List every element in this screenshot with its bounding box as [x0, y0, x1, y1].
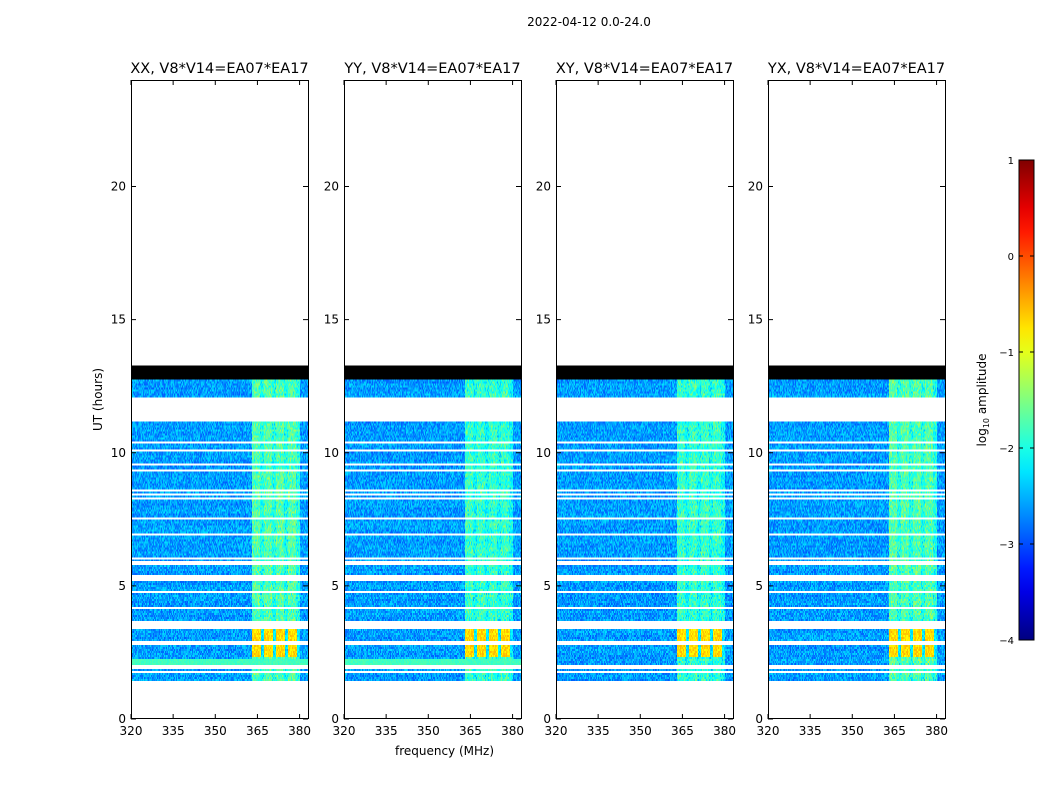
- y-tick-label: 0: [331, 712, 339, 726]
- colorbar-tick-label: −2: [999, 444, 1014, 455]
- x-tick-label: 380: [288, 724, 311, 738]
- panel-3: XY, V8*V14=EA07*EA17 320 335 350 365 380 0 5 10 1…: [536, 61, 736, 738]
- y-tick-label: 10: [324, 446, 339, 460]
- x-tick-label: 350: [204, 724, 227, 738]
- x-tick-label: 335: [375, 724, 398, 738]
- panel-frame: [556, 80, 734, 719]
- y-tick-label: 20: [536, 180, 551, 194]
- figure-suptitle: 2022-04-12 0.0-24.0: [527, 15, 651, 29]
- y-tick-label: 0: [543, 712, 551, 726]
- panel-title: YX, V8*V14=EA07*EA17: [767, 61, 945, 77]
- panel-title: XX, V8*V14=EA07*EA17: [130, 61, 308, 77]
- panel-4: YX, V8*V14=EA07*EA17 320 335 350 365 380 0 5 10 1…: [748, 61, 948, 738]
- x-tick-label: 380: [501, 724, 524, 738]
- y-axis-label: UT (hours): [91, 368, 105, 431]
- y-tick-label: 0: [118, 712, 126, 726]
- colorbar-tick-label: −4: [999, 636, 1014, 647]
- y-tick-label: 15: [324, 313, 339, 327]
- y-tick-label: 0: [755, 712, 763, 726]
- panels-group: XX, V8*V14=EA07*EA17 320 335 350 365 380 0 5 10 1…: [91, 61, 948, 758]
- panel-frame: [768, 80, 946, 719]
- spectrogram-image: [131, 80, 308, 719]
- y-tick-label: 15: [748, 313, 763, 327]
- y-tick-label: 10: [748, 446, 763, 460]
- x-tick-label: 320: [120, 724, 143, 738]
- x-tick-label: 350: [629, 724, 652, 738]
- y-tick-label: 10: [536, 446, 551, 460]
- panel-frame: [131, 80, 309, 719]
- panel-2: YY, V8*V14=EA07*EA17 320 335 350 365 380 0 5 10 1…: [324, 61, 524, 758]
- y-tick-label: 20: [748, 180, 763, 194]
- x-tick-label: 350: [417, 724, 440, 738]
- panel-title: XY, V8*V14=EA07*EA17: [556, 61, 733, 77]
- x-tick-label: 335: [799, 724, 822, 738]
- panel-1: XX, V8*V14=EA07*EA17 320 335 350 365 380 0 5 10 1…: [91, 61, 311, 738]
- spectrogram-image: [556, 80, 733, 719]
- x-tick-label: 365: [246, 724, 269, 738]
- colorbar-tick-label: 1: [1008, 156, 1014, 167]
- colorbar-tick-label: −1: [999, 348, 1014, 359]
- x-tick-label: 365: [883, 724, 906, 738]
- colorbar-tick-label: −3: [999, 540, 1014, 551]
- x-tick-label: 335: [587, 724, 610, 738]
- colorbar-tick-label: 0: [1008, 252, 1014, 263]
- x-tick-label: 320: [333, 724, 356, 738]
- y-tick-label: 5: [543, 579, 551, 593]
- x-tick-label: 320: [757, 724, 780, 738]
- panel-frame: [344, 80, 522, 719]
- y-tick-label: 5: [755, 579, 763, 593]
- spectrogram-image: [768, 80, 945, 719]
- y-tick-label: 5: [118, 579, 126, 593]
- x-tick-label: 380: [925, 724, 948, 738]
- y-tick-label: 20: [111, 180, 126, 194]
- y-tick-label: 15: [536, 313, 551, 327]
- colorbar-label: log10 amplitude: [975, 354, 991, 447]
- colorbar-gradient: [1018, 159, 1035, 641]
- spectrogram-image: [344, 80, 521, 719]
- x-tick-label: 365: [671, 724, 694, 738]
- panel-title: YY, V8*V14=EA07*EA17: [343, 61, 520, 77]
- x-tick-label: 335: [162, 724, 185, 738]
- x-axis-label: frequency (MHz): [395, 744, 494, 758]
- y-tick-label: 20: [324, 180, 339, 194]
- colorbar: −4 −3 −2 −1 0 1 log10 amplitude: [975, 156, 1035, 647]
- x-tick-label: 320: [545, 724, 568, 738]
- x-tick-label: 380: [713, 724, 736, 738]
- y-tick-label: 10: [111, 446, 126, 460]
- y-tick-label: 5: [331, 579, 339, 593]
- y-tick-label: 15: [111, 313, 126, 327]
- x-tick-label: 350: [841, 724, 864, 738]
- x-tick-label: 365: [459, 724, 482, 738]
